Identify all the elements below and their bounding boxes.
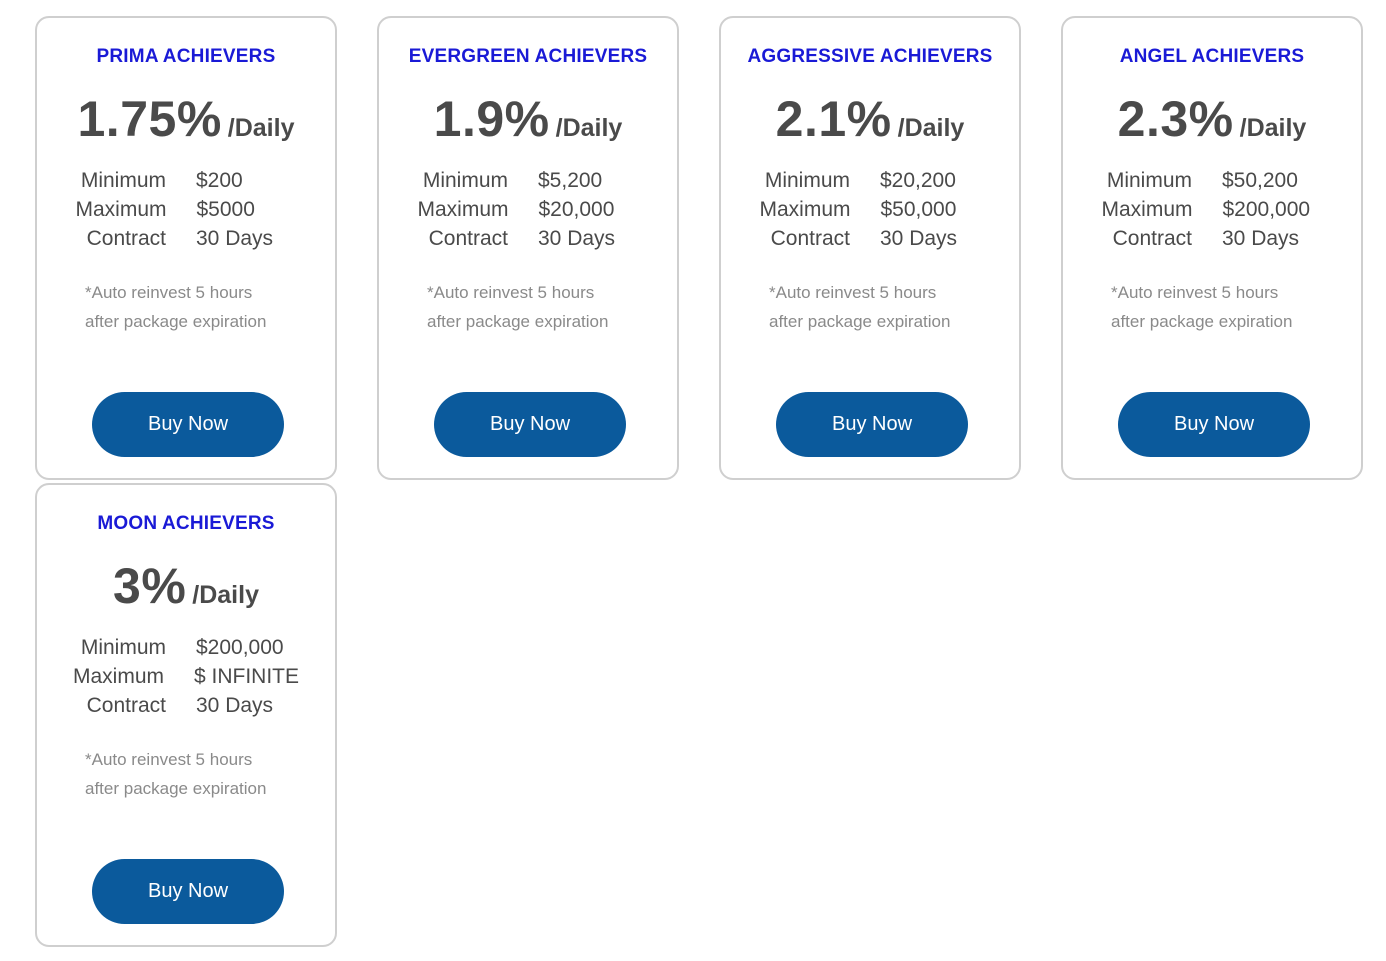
buy-now-button[interactable]: Buy Now — [92, 859, 284, 924]
rate-value: 3% — [113, 558, 187, 614]
maximum-label: Maximum — [75, 198, 167, 221]
minimum-row: Minimum $50,200 — [1063, 166, 1361, 195]
buy-now-button[interactable]: Buy Now — [1118, 392, 1310, 457]
contract-value: 30 Days — [538, 227, 616, 250]
plan-rate: 2.3%/Daily — [1063, 90, 1361, 148]
contract-row: Contract 30 Days — [37, 224, 335, 253]
minimum-value: $200 — [196, 169, 243, 192]
contract-value: 30 Days — [196, 694, 274, 717]
rate-value: 2.3% — [1117, 91, 1234, 147]
minimum-value: $20,200 — [880, 169, 956, 192]
maximum-row: Maximum $200,000 — [1063, 195, 1361, 224]
contract-label: Contract — [1112, 227, 1192, 250]
plan-terms: Minimum $5,200 Maximum $20,000 Contract … — [379, 166, 677, 253]
maximum-label: Maximum — [72, 665, 164, 688]
contract-label: Contract — [86, 694, 166, 717]
note-line: *Auto reinvest 5 hours — [769, 283, 937, 302]
reinvest-note: *Auto reinvest 5 hours after package exp… — [427, 278, 659, 336]
reinvest-note: *Auto reinvest 5 hours after package exp… — [769, 278, 1001, 336]
minimum-row: Minimum $20,200 — [721, 166, 1019, 195]
note-line: *Auto reinvest 5 hours — [1111, 283, 1279, 302]
minimum-label: Minimum — [764, 169, 850, 192]
minimum-row: Minimum $5,200 — [379, 166, 677, 195]
note-line: after package expiration — [769, 312, 951, 331]
plan-rate: 1.9%/Daily — [379, 90, 677, 148]
contract-row: Contract 30 Days — [379, 224, 677, 253]
contract-label: Contract — [428, 227, 508, 250]
minimum-label: Minimum — [422, 169, 508, 192]
maximum-value: $200,000 — [1222, 198, 1311, 221]
plan-card-aggressive: AGGRESSIVE ACHIEVERS 2.1%/Daily Minimum … — [719, 16, 1021, 480]
note-line: *Auto reinvest 5 hours — [427, 283, 595, 302]
plan-title: AGGRESSIVE ACHIEVERS — [747, 46, 993, 67]
plan-card-angel: ANGEL ACHIEVERS 2.3%/Daily Minimum $50,2… — [1061, 16, 1363, 480]
contract-row: Contract 30 Days — [1063, 224, 1361, 253]
minimum-row: Minimum $200,000 — [37, 633, 335, 662]
maximum-row: Maximum $ INFINITE — [37, 662, 335, 691]
plan-rate: 1.75%/Daily — [37, 90, 335, 148]
maximum-row: Maximum $20,000 — [379, 195, 677, 224]
plan-terms: Minimum $50,200 Maximum $200,000 Contrac… — [1063, 166, 1361, 253]
maximum-value: $20,000 — [538, 198, 615, 221]
buy-now-button[interactable]: Buy Now — [92, 392, 284, 457]
contract-value: 30 Days — [1222, 227, 1300, 250]
reinvest-note: *Auto reinvest 5 hours after package exp… — [1111, 278, 1343, 336]
plan-card-prima: PRIMA ACHIEVERS 1.75%/Daily Minimum $200… — [35, 16, 337, 480]
reinvest-note: *Auto reinvest 5 hours after package exp… — [85, 278, 317, 336]
plan-title: ANGEL ACHIEVERS — [1119, 46, 1305, 67]
contract-value: 30 Days — [196, 227, 274, 250]
plan-card-moon: MOON ACHIEVERS 3%/Daily Minimum $200,000… — [35, 483, 337, 947]
plan-title: PRIMA ACHIEVERS — [96, 46, 276, 67]
maximum-label: Maximum — [1101, 198, 1193, 221]
rate-unit: /Daily — [192, 581, 259, 609]
contract-row: Contract 30 Days — [721, 224, 1019, 253]
plan-title: MOON ACHIEVERS — [97, 513, 275, 534]
maximum-value: $50,000 — [880, 198, 957, 221]
plan-card-evergreen: EVERGREEN ACHIEVERS 1.9%/Daily Minimum $… — [377, 16, 679, 480]
minimum-label: Minimum — [1106, 169, 1192, 192]
rate-value: 1.75% — [77, 91, 222, 147]
rate-value: 1.9% — [433, 91, 550, 147]
rate-unit: /Daily — [227, 114, 295, 142]
note-line: after package expiration — [85, 779, 267, 798]
plan-terms: Minimum $200 Maximum $5000 Contract 30 D… — [37, 166, 335, 253]
contract-label: Contract — [770, 227, 850, 250]
maximum-value: $5000 — [196, 198, 255, 221]
reinvest-note: *Auto reinvest 5 hours after package exp… — [85, 745, 317, 803]
plan-rate: 2.1%/Daily — [721, 90, 1019, 148]
contract-row: Contract 30 Days — [37, 691, 335, 720]
rate-unit: /Daily — [897, 114, 965, 142]
note-line: after package expiration — [1111, 312, 1293, 331]
maximum-row: Maximum $50,000 — [721, 195, 1019, 224]
rate-value: 2.1% — [775, 91, 892, 147]
maximum-label: Maximum — [759, 198, 851, 221]
note-line: *Auto reinvest 5 hours — [85, 750, 253, 769]
plan-terms: Minimum $20,200 Maximum $50,000 Contract… — [721, 166, 1019, 253]
maximum-label: Maximum — [417, 198, 509, 221]
contract-label: Contract — [86, 227, 166, 250]
minimum-row: Minimum $200 — [37, 166, 335, 195]
note-line: after package expiration — [85, 312, 267, 331]
buy-now-button[interactable]: Buy Now — [776, 392, 968, 457]
minimum-label: Minimum — [80, 636, 166, 659]
buy-now-button[interactable]: Buy Now — [434, 392, 626, 457]
minimum-value: $200,000 — [196, 636, 284, 659]
maximum-row: Maximum $5000 — [37, 195, 335, 224]
note-line: after package expiration — [427, 312, 609, 331]
minimum-value: $50,200 — [1222, 169, 1298, 192]
plan-title: EVERGREEN ACHIEVERS — [408, 46, 648, 67]
plan-rate: 3%/Daily — [37, 557, 335, 615]
note-line: *Auto reinvest 5 hours — [85, 283, 253, 302]
minimum-value: $5,200 — [538, 169, 603, 192]
contract-value: 30 Days — [880, 227, 958, 250]
rate-unit: /Daily — [1239, 114, 1307, 142]
minimum-label: Minimum — [80, 169, 166, 192]
rate-unit: /Daily — [555, 114, 623, 142]
plan-terms: Minimum $200,000 Maximum $ INFINITE Cont… — [37, 633, 335, 720]
maximum-value: $ INFINITE — [194, 665, 300, 688]
